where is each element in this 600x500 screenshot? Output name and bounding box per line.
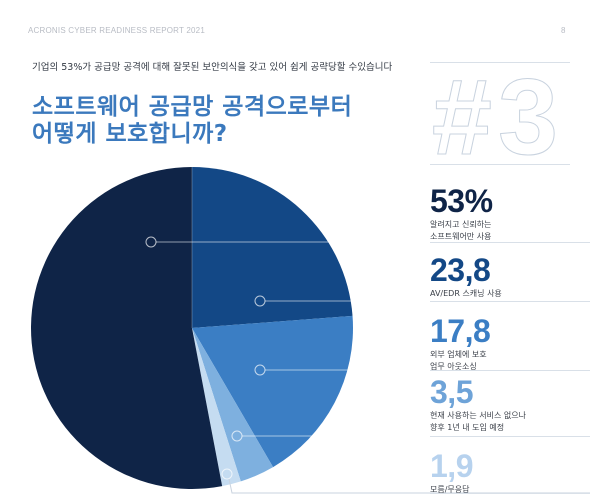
stat-label: 현재 사용하는 서비스 없으나 향후 1년 내 도입 예정 — [430, 411, 526, 432]
stat-item-5: 1,9 모름/무응답 — [430, 450, 600, 496]
page-number: 8 — [561, 26, 566, 35]
stat-value: 1,9 — [430, 448, 473, 484]
stat-label: 모름/무응답 — [430, 485, 470, 494]
pie-slice-1 — [31, 166, 223, 489]
page-title: 소프트웨어 공급망 공격으로부터 어떻게 보호합니까? — [32, 94, 412, 148]
divider — [430, 436, 590, 437]
pie-slice-2 — [192, 167, 353, 328]
divider — [430, 301, 590, 302]
subtitle: 기업의 53%가 공급망 공격에 대해 잘못된 보안의식을 갖고 있어 쉽게 공… — [32, 62, 393, 73]
stat-item-3: 17,8 외부 업체에 보호 업무 아웃소싱 — [430, 315, 600, 373]
stat-label: 외부 업체에 보호 업무 아웃소싱 — [430, 350, 487, 371]
stat-item-2: 23,8 AV/EDR 스캐닝 사용 — [430, 254, 600, 300]
stat-value: 53% — [430, 183, 493, 219]
stat-value: 23,8 — [430, 252, 491, 288]
divider — [430, 242, 590, 243]
stat-value: 3,5 — [430, 374, 473, 410]
pie-slice-4 — [192, 328, 274, 482]
stat-label: AV/EDR 스캐닝 사용 — [430, 289, 502, 298]
leader-line-4 — [231, 430, 430, 442]
pie-slice-5 — [192, 328, 241, 487]
stat-item-4: 3,5 현재 사용하는 서비스 없으나 향후 1년 내 도입 예정 — [430, 376, 600, 434]
report-header-title: ACRONIS CYBER READINESS REPORT 2021 — [28, 26, 205, 35]
rank-badge-rules-top — [430, 62, 570, 63]
leader-line-3 — [254, 364, 430, 376]
stat-value: 17,8 — [430, 313, 491, 349]
svg-text:#3: #3 — [432, 62, 564, 172]
rank-badge: #3 — [431, 62, 564, 172]
rank-badge-rules-bottom — [430, 164, 570, 165]
leader-line-1 — [145, 236, 430, 248]
title-line-1: 소프트웨어 공급망 공격으로부터 — [32, 94, 353, 120]
stat-item-1: 53% 알려지고 신뢰하는 소프트웨어만 사용 — [430, 185, 600, 243]
title-line-2: 어떻게 보호합니까? — [32, 121, 228, 147]
divider — [430, 493, 590, 494]
pie-slice-3 — [192, 315, 353, 468]
stat-label: 알려지고 신뢰하는 소프트웨어만 사용 — [430, 220, 492, 241]
divider — [430, 370, 590, 371]
leader-line-2 — [254, 295, 430, 307]
